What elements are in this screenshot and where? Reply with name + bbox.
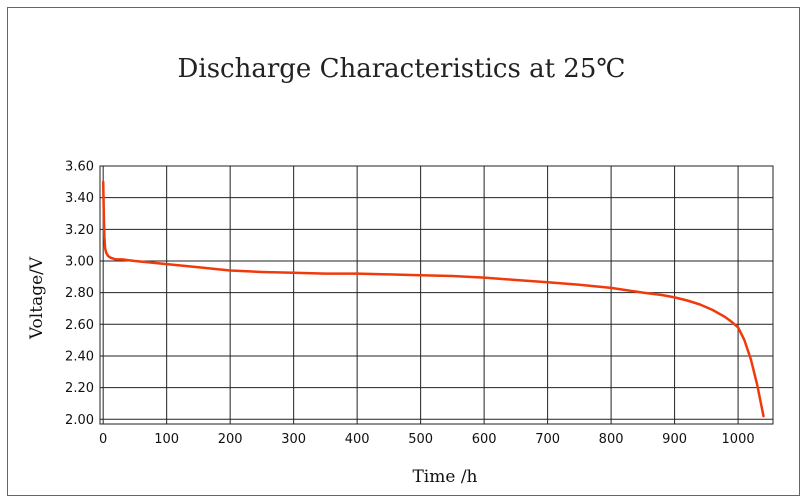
chart-title: Discharge Characteristics at 25℃	[177, 54, 626, 84]
y-tick-label: 2.00	[65, 413, 94, 428]
series-line	[101, 180, 765, 418]
x-tick-label: 400	[345, 432, 370, 447]
x-tick-label: 500	[408, 432, 433, 447]
y-tick-label: 2.20	[65, 381, 94, 396]
y-tick-label: 3.00	[65, 254, 94, 269]
grid	[100, 165, 773, 424]
x-tick-label: 1000	[722, 432, 755, 447]
ticks: 0 100 200 300 400 500 600 700 800 900 1000 2.00 2.20…	[65, 160, 755, 448]
x-tick-label: 200	[218, 432, 243, 447]
x-tick-label: 700	[535, 432, 560, 447]
y-tick-label: 3.60	[65, 160, 94, 175]
x-axis-label: Time /h	[412, 467, 477, 487]
y-tick-label: 3.20	[65, 223, 94, 238]
series-layer	[101, 180, 765, 418]
plot-border	[99, 165, 774, 425]
y-axis-label: Voltage/V	[27, 256, 47, 340]
chart-frame	[7, 7, 800, 496]
x-tick-label: 300	[281, 432, 306, 447]
y-tick-label: 2.60	[65, 318, 94, 333]
x-tick-label: 800	[599, 432, 624, 447]
x-tick-label: 0	[99, 432, 107, 447]
y-tick-label: 2.40	[65, 349, 94, 364]
y-tick-label: 2.80	[65, 286, 94, 301]
x-tick-label: 900	[662, 432, 687, 447]
x-tick-label: 100	[154, 432, 179, 447]
y-tick-label: 3.40	[65, 191, 94, 206]
x-tick-label: 600	[472, 432, 497, 447]
